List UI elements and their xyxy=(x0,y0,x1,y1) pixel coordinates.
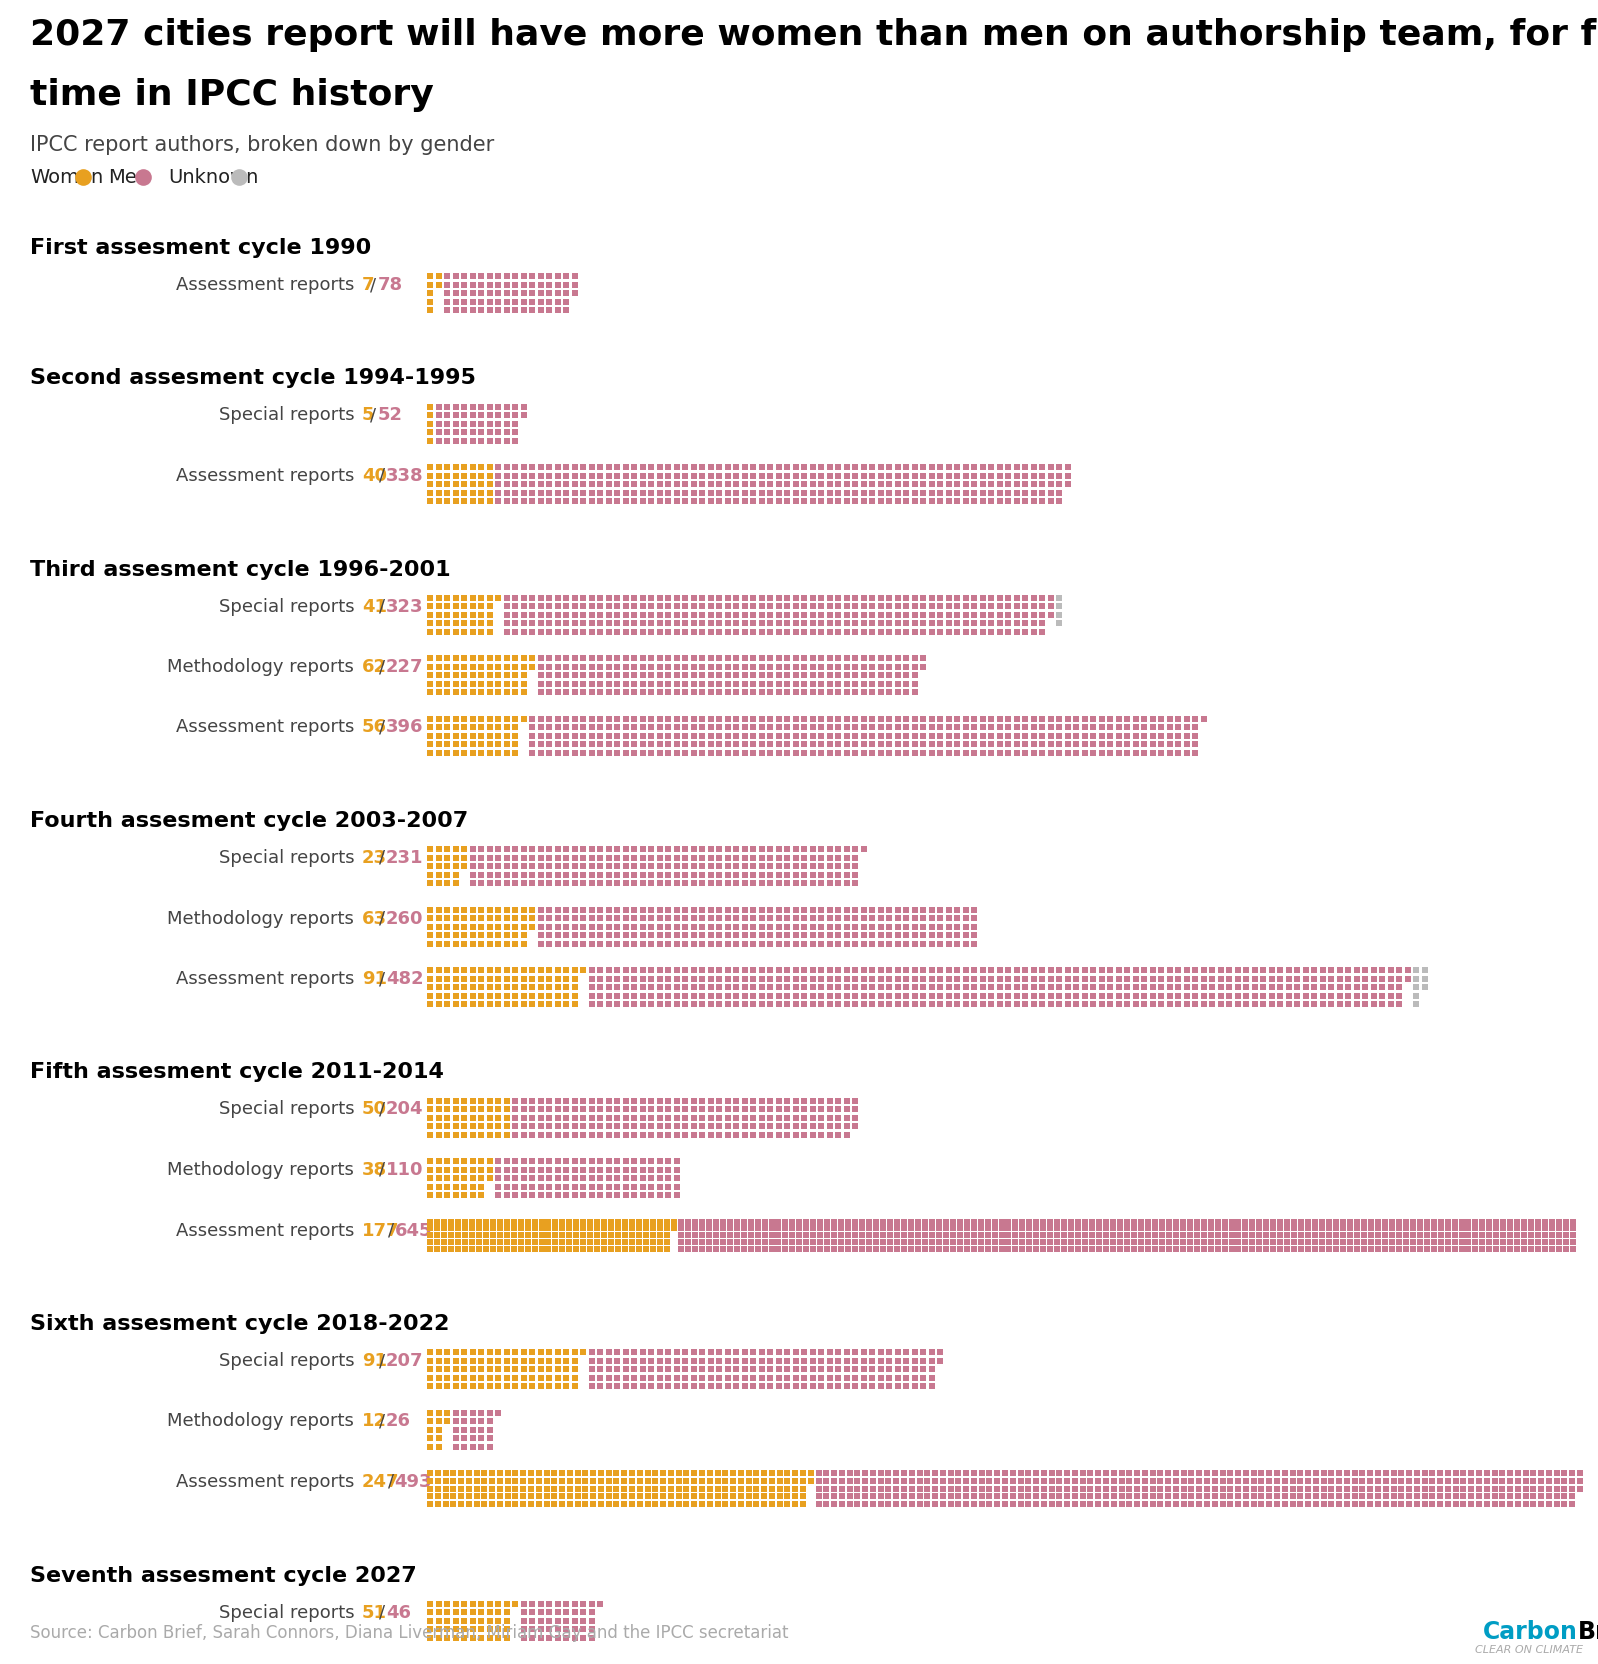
Text: Brief: Brief xyxy=(1577,1621,1598,1644)
Text: Special reports: Special reports xyxy=(219,1100,360,1118)
Text: 493: 493 xyxy=(395,1473,431,1491)
Text: /: / xyxy=(379,657,385,676)
Text: 46: 46 xyxy=(387,1604,411,1621)
Text: /: / xyxy=(387,1221,393,1240)
Text: Unknown: Unknown xyxy=(168,168,259,186)
Text: Assessment reports: Assessment reports xyxy=(176,276,360,295)
Text: 26: 26 xyxy=(387,1413,411,1431)
Text: 227: 227 xyxy=(387,657,423,676)
Text: 40: 40 xyxy=(363,468,387,484)
Text: /: / xyxy=(379,1100,385,1118)
Text: /: / xyxy=(379,1604,385,1621)
Text: Seventh assesment cycle 2027: Seventh assesment cycle 2027 xyxy=(30,1566,417,1586)
Text: /: / xyxy=(379,1351,385,1369)
Text: IPCC report authors, broken down by gender: IPCC report authors, broken down by gend… xyxy=(30,135,494,155)
Text: 78: 78 xyxy=(377,276,403,295)
Text: time in IPCC history: time in IPCC history xyxy=(30,78,433,111)
Text: Source: Carbon Brief, Sarah Connors, Diana Liverman, Miriam Gay and the IPCC sec: Source: Carbon Brief, Sarah Connors, Dia… xyxy=(30,1624,788,1642)
Text: /: / xyxy=(387,1473,393,1491)
Text: 338: 338 xyxy=(387,468,423,484)
Text: Methodology reports: Methodology reports xyxy=(168,1161,360,1180)
Text: 231: 231 xyxy=(387,849,423,867)
Text: Special reports: Special reports xyxy=(219,849,360,867)
Text: Methodology reports: Methodology reports xyxy=(168,657,360,676)
Text: 63: 63 xyxy=(363,910,387,927)
Text: /: / xyxy=(379,970,385,988)
Text: /: / xyxy=(379,910,385,927)
Text: /: / xyxy=(371,276,377,295)
Text: 23: 23 xyxy=(363,849,387,867)
Text: 62: 62 xyxy=(363,657,387,676)
Text: Second assesment cycle 1994-1995: Second assesment cycle 1994-1995 xyxy=(30,368,476,388)
Text: Sixth assesment cycle 2018-2022: Sixth assesment cycle 2018-2022 xyxy=(30,1315,449,1335)
Text: Carbon: Carbon xyxy=(1483,1621,1577,1644)
Text: 5: 5 xyxy=(363,406,374,424)
Text: Special reports: Special reports xyxy=(219,597,360,616)
Text: 7: 7 xyxy=(363,276,374,295)
Text: Fourth assesment cycle 2003-2007: Fourth assesment cycle 2003-2007 xyxy=(30,810,468,830)
Text: /: / xyxy=(379,719,385,737)
Text: 52: 52 xyxy=(377,406,403,424)
Text: /: / xyxy=(379,1161,385,1180)
Text: /: / xyxy=(379,468,385,484)
Text: /: / xyxy=(371,406,377,424)
Text: Assessment reports: Assessment reports xyxy=(176,1221,360,1240)
Text: Special reports: Special reports xyxy=(219,406,360,424)
Text: 396: 396 xyxy=(387,719,423,737)
Text: 204: 204 xyxy=(387,1100,423,1118)
Text: Methodology reports: Methodology reports xyxy=(168,910,360,927)
Text: /: / xyxy=(379,849,385,867)
Text: 91: 91 xyxy=(363,1351,387,1369)
Text: 56: 56 xyxy=(363,719,387,737)
Text: /: / xyxy=(379,597,385,616)
Text: Special reports: Special reports xyxy=(219,1604,360,1621)
Text: 51: 51 xyxy=(363,1604,387,1621)
Text: 260: 260 xyxy=(387,910,423,927)
Text: Fifth assesment cycle 2011-2014: Fifth assesment cycle 2011-2014 xyxy=(30,1063,444,1083)
Text: 110: 110 xyxy=(387,1161,423,1180)
Text: 247: 247 xyxy=(363,1473,400,1491)
Text: 2027 cities report will have more women than men on authorship team, for first: 2027 cities report will have more women … xyxy=(30,18,1598,52)
Text: First assesment cycle 1990: First assesment cycle 1990 xyxy=(30,238,371,258)
Text: Assessment reports: Assessment reports xyxy=(176,719,360,737)
Text: Special reports: Special reports xyxy=(219,1351,360,1369)
Text: Methodology reports: Methodology reports xyxy=(168,1413,360,1431)
Text: 323: 323 xyxy=(387,597,423,616)
Text: 38: 38 xyxy=(363,1161,387,1180)
Text: 207: 207 xyxy=(387,1351,423,1369)
Text: Women: Women xyxy=(30,168,104,186)
Text: /: / xyxy=(379,1413,385,1431)
Text: Third assesment cycle 1996-2001: Third assesment cycle 1996-2001 xyxy=(30,559,451,579)
Text: CLEAR ON CLIMATE: CLEAR ON CLIMATE xyxy=(1475,1646,1584,1656)
Text: Men: Men xyxy=(109,168,149,186)
Text: 41: 41 xyxy=(363,597,387,616)
Text: 12: 12 xyxy=(363,1413,387,1431)
Text: 177: 177 xyxy=(363,1221,400,1240)
Text: 91: 91 xyxy=(363,970,387,988)
Text: 645: 645 xyxy=(395,1221,431,1240)
Text: Assessment reports: Assessment reports xyxy=(176,970,360,988)
Text: 50: 50 xyxy=(363,1100,387,1118)
Text: 482: 482 xyxy=(387,970,423,988)
Text: Assessment reports: Assessment reports xyxy=(176,1473,360,1491)
Text: Assessment reports: Assessment reports xyxy=(176,468,360,484)
